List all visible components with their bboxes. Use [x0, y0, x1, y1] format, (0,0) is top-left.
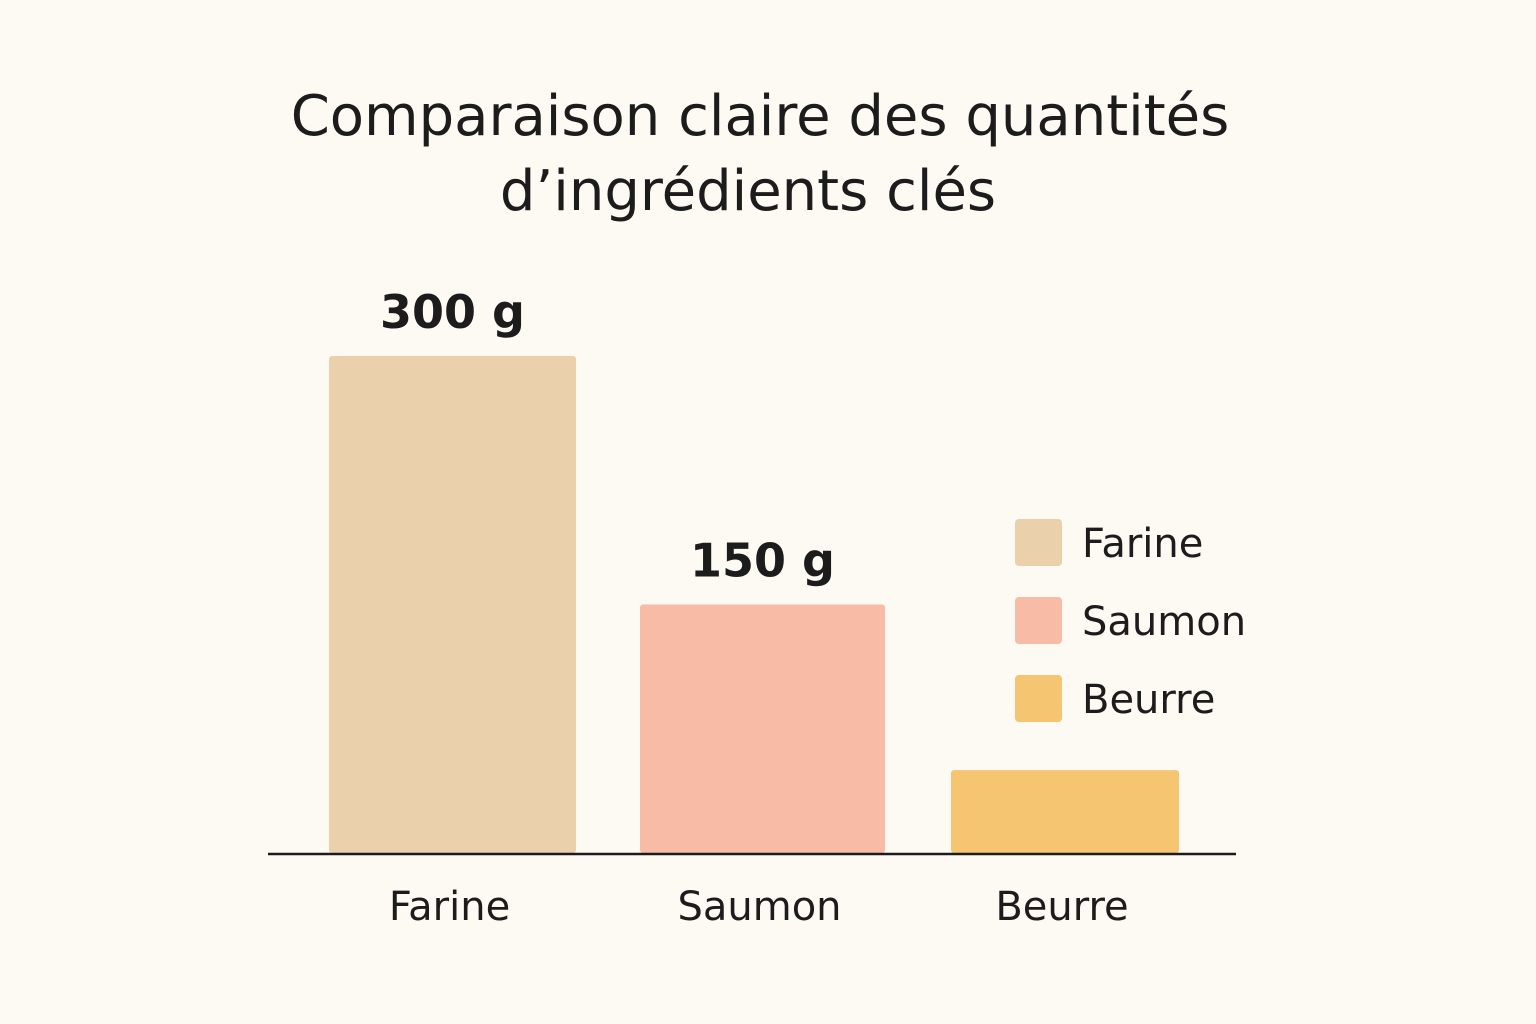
legend-swatch-farine [1015, 519, 1062, 566]
x-tick-label-farine: Farine [389, 884, 510, 930]
legend-label-saumon: Saumon [1082, 599, 1246, 645]
data-label-saumon: 150 g [690, 534, 835, 588]
data-label-farine: 300 g [380, 285, 525, 339]
bar-beurre [951, 770, 1179, 853]
chart-title-line-1: Comparaison claire des quantités [291, 84, 1230, 149]
chart-title-line-2: d’ingrédients clés [500, 159, 996, 224]
legend-swatch-beurre [1015, 675, 1062, 722]
legend-label-beurre: Beurre [1082, 677, 1215, 723]
bar-farine [329, 356, 576, 853]
x-tick-label-saumon: Saumon [677, 884, 841, 930]
legend: Farine Saumon Beurre [1015, 519, 1246, 723]
x-tick-label-beurre: Beurre [995, 884, 1128, 930]
bars-layer: 300 g Farine 150 g Saumon Beurre [329, 285, 1179, 930]
bar-saumon [640, 604, 885, 853]
legend-swatch-saumon [1015, 597, 1062, 644]
legend-label-farine: Farine [1082, 521, 1203, 567]
